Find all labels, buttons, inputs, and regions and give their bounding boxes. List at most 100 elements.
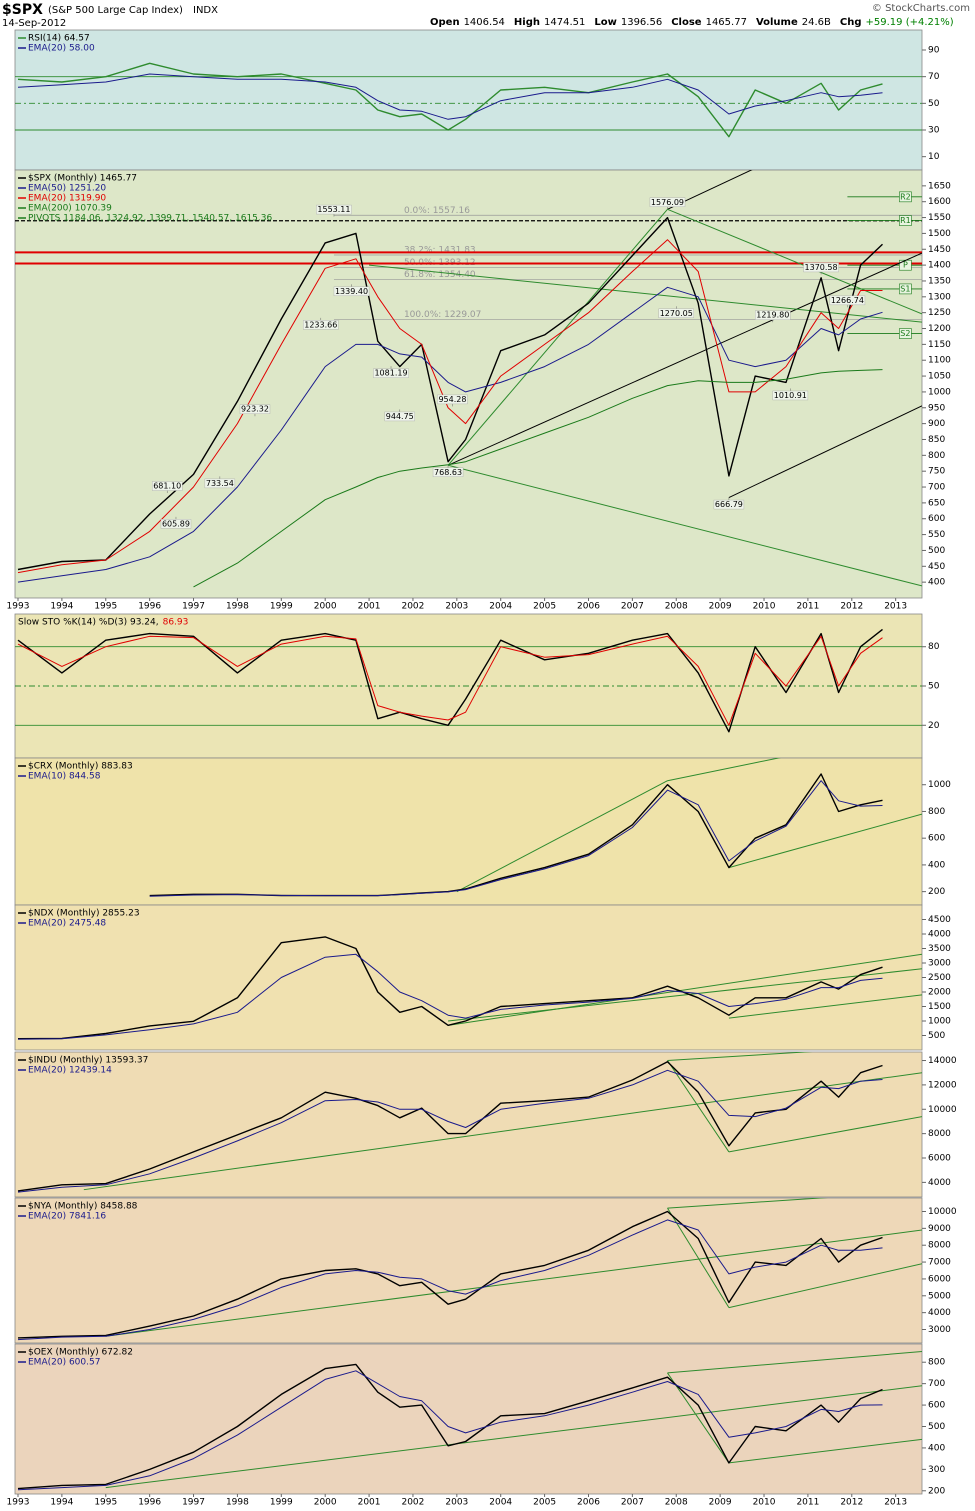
legend-entry: $NDX (Monthly) 2855.23 bbox=[28, 909, 140, 919]
quote-value: 1396.56 bbox=[621, 17, 662, 28]
trend-line bbox=[456, 780, 668, 893]
y-tick-label: 10 bbox=[928, 152, 940, 162]
x-tick-label: 2000 bbox=[314, 602, 337, 612]
trend-line bbox=[728, 994, 922, 1019]
x-tick-label: 2007 bbox=[621, 602, 644, 612]
series-line bbox=[17, 239, 883, 574]
trend-line bbox=[667, 1207, 730, 1308]
annotation-box bbox=[658, 308, 694, 319]
annotation-label: 666.79 bbox=[715, 500, 743, 509]
trend-line bbox=[447, 953, 922, 1026]
panel bbox=[15, 628, 922, 733]
annotation-box bbox=[772, 390, 809, 401]
y-tick-label: 500 bbox=[928, 1031, 945, 1041]
trend-line bbox=[667, 1060, 730, 1153]
legend-entry: Slow STO %K(14) %D(3) 93.24, bbox=[18, 618, 159, 628]
panel-background bbox=[14, 29, 923, 171]
y-tick-label: 300 bbox=[928, 1465, 945, 1475]
annotation-label: 1219.80 bbox=[756, 311, 789, 320]
annotation-box bbox=[384, 411, 415, 422]
x-tick-label: 2002 bbox=[401, 602, 424, 612]
y-tick-label: 2000 bbox=[928, 988, 951, 998]
y-tick-label: 1000 bbox=[928, 387, 951, 397]
legend-entry: EMA(20) 1319.90 bbox=[28, 194, 106, 204]
legend-entry: PIVOTS 1184.06, 1324.92, 1399.71, 1540.5… bbox=[28, 214, 272, 224]
x-tick-label: 1999 bbox=[270, 1498, 293, 1508]
symbol-name: (S&P 500 Large Cap Index) bbox=[48, 5, 183, 16]
y-tick-label: 3500 bbox=[928, 944, 951, 954]
y-tick-label: 8000 bbox=[928, 1241, 951, 1251]
annotation-box bbox=[303, 320, 339, 330]
y-tick-label: 400 bbox=[928, 578, 945, 588]
y-tick-label: 1150 bbox=[928, 340, 951, 350]
y-tick-label: 1200 bbox=[928, 324, 951, 334]
series-line bbox=[17, 1069, 883, 1193]
x-tick-label: 1996 bbox=[138, 602, 161, 612]
y-tick-label: 200 bbox=[928, 887, 945, 897]
annotation-box bbox=[316, 204, 352, 215]
panel bbox=[15, 62, 922, 138]
annotation-label: 944.75 bbox=[386, 412, 414, 421]
x-tick-label: 2009 bbox=[709, 602, 732, 612]
annotation-box bbox=[755, 310, 791, 320]
y-tick-label: 9000 bbox=[928, 1224, 951, 1234]
legend-entry: $SPX (Monthly) 1465.77 bbox=[28, 174, 137, 184]
copyright: © StockCharts.com bbox=[872, 3, 970, 14]
x-tick-label: 2006 bbox=[577, 602, 600, 612]
y-tick-label: 1450 bbox=[928, 245, 951, 255]
annotation-box bbox=[373, 368, 409, 378]
trend-line bbox=[667, 208, 922, 315]
quote-label: Chg bbox=[840, 17, 862, 28]
annotation-box bbox=[152, 481, 183, 491]
trend-line bbox=[667, 1351, 922, 1374]
series-line bbox=[17, 635, 883, 726]
pivot-name: P bbox=[903, 261, 908, 270]
trend-line bbox=[667, 1052, 813, 1062]
y-tick-label: 12000 bbox=[928, 1080, 957, 1090]
annotation-box bbox=[437, 394, 468, 405]
pivot-name: S2 bbox=[900, 329, 910, 338]
trend-line bbox=[447, 464, 922, 587]
trend-line bbox=[83, 1072, 922, 1191]
series-line bbox=[149, 780, 883, 897]
series-line bbox=[17, 628, 883, 733]
y-tick-label: 600 bbox=[928, 1401, 945, 1411]
y-tick-label: 750 bbox=[928, 467, 945, 477]
legend-entry: EMA(200) 1070.39 bbox=[28, 204, 112, 214]
trend-line bbox=[728, 1116, 922, 1153]
panel-background bbox=[14, 1051, 923, 1198]
x-tick-label: 2010 bbox=[753, 602, 776, 612]
x-tick-label: 2001 bbox=[358, 1498, 381, 1508]
series-line bbox=[17, 1219, 883, 1341]
trend-line bbox=[667, 170, 753, 210]
y-tick-label: 950 bbox=[928, 403, 945, 413]
annotation-label: 1010.91 bbox=[774, 391, 807, 400]
y-tick-label: 850 bbox=[928, 435, 945, 445]
x-tick-label: 2003 bbox=[445, 1498, 468, 1508]
y-tick-label: 50 bbox=[928, 99, 940, 109]
panel-background bbox=[14, 1343, 923, 1495]
x-tick-label: 1995 bbox=[94, 602, 117, 612]
panel bbox=[17, 1351, 922, 1491]
panel-background bbox=[14, 757, 923, 906]
x-tick-label: 2005 bbox=[533, 1498, 556, 1508]
legend-entry: 86.93 bbox=[163, 618, 189, 628]
y-tick-label: 450 bbox=[928, 562, 945, 572]
x-tick-label: 1993 bbox=[7, 1498, 30, 1508]
x-tick-label: 2002 bbox=[401, 1498, 424, 1508]
y-tick-label: 4500 bbox=[928, 915, 951, 925]
annotation-label: 733.54 bbox=[206, 479, 234, 488]
series-line bbox=[17, 1370, 883, 1491]
trend-line bbox=[667, 1372, 730, 1464]
y-tick-label: 900 bbox=[928, 419, 945, 429]
legend-entry: EMA(20) 2475.48 bbox=[28, 919, 106, 929]
x-tick-label: 2004 bbox=[489, 602, 512, 612]
fib-label: 100.0%: 1229.07 bbox=[404, 310, 481, 320]
x-tick-label: 2007 bbox=[621, 1498, 644, 1508]
y-tick-label: 1400 bbox=[928, 261, 951, 271]
x-tick-label: 1994 bbox=[50, 1498, 73, 1508]
pivot-box bbox=[899, 328, 912, 339]
y-tick-label: 1000 bbox=[928, 1017, 951, 1027]
legend-entry: EMA(20) 12439.14 bbox=[28, 1066, 112, 1076]
y-tick-label: 3000 bbox=[928, 1325, 951, 1335]
